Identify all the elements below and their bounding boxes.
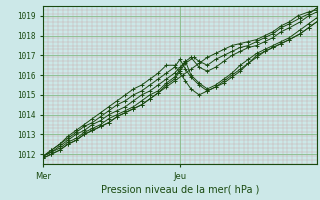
X-axis label: Pression niveau de la mer( hPa ): Pression niveau de la mer( hPa ) (101, 185, 259, 195)
